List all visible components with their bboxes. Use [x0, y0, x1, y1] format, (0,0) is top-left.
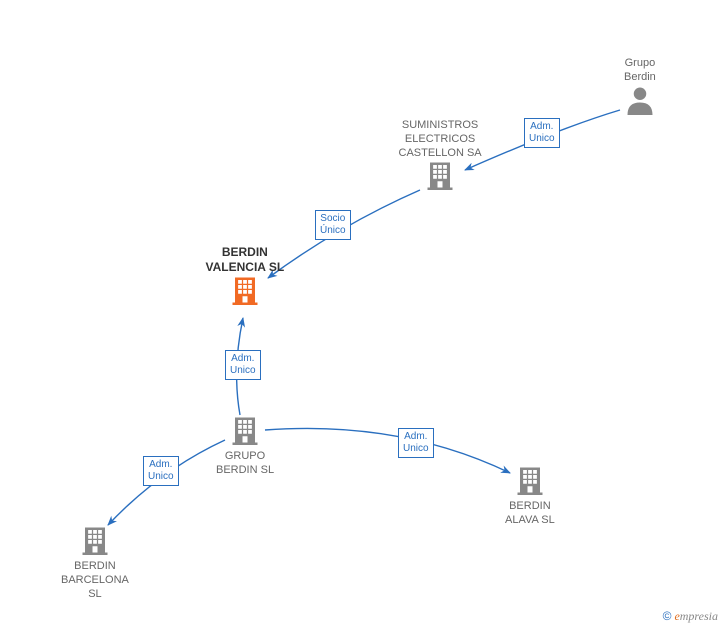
node-berdin_valencia: BERDINVALENCIA SL [206, 245, 285, 310]
node-icon-wrap [505, 465, 555, 500]
node-icon-wrap [399, 160, 482, 195]
node-label: GrupoBerdin [624, 57, 656, 85]
edge-label: Adm.Unico [225, 350, 261, 380]
node-berdin_barcelona: BERDINBARCELONASL [61, 525, 129, 601]
node-icon-wrap [61, 525, 129, 560]
copyright-symbol: © [663, 609, 672, 623]
node-label: BERDINBARCELONASL [61, 560, 129, 601]
node-grupo_berdin_person: GrupoBerdin [624, 57, 656, 120]
edge-label: Adm.Unico [143, 456, 179, 486]
node-icon-wrap [206, 275, 285, 310]
node-label: BERDINVALENCIA SL [206, 245, 285, 275]
node-label: BERDINALAVA SL [505, 500, 555, 528]
node-icon-wrap [624, 85, 656, 120]
building-icon [515, 465, 545, 495]
watermark-rest: mpresia [680, 609, 718, 623]
node-suministros: SUMINISTROSELECTRICOSCASTELLON SA [399, 119, 482, 195]
watermark: © empresia [663, 609, 718, 624]
node-label: GRUPOBERDIN SL [216, 450, 274, 478]
edge-label: Adm.Unico [398, 428, 434, 458]
edge-grupo_berdin_sl-berdin_alava [265, 428, 510, 473]
building-icon [80, 525, 110, 555]
node-grupo_berdin_sl: GRUPOBERDIN SL [216, 415, 274, 478]
node-icon-wrap [216, 415, 274, 450]
edge-label: SocioÚnico [315, 210, 351, 240]
node-berdin_alava: BERDINALAVA SL [505, 465, 555, 528]
person-icon [625, 85, 655, 115]
building-icon [230, 415, 260, 445]
building-icon [425, 160, 455, 190]
edge-label: Adm.Unico [524, 118, 560, 148]
building-icon [230, 275, 260, 305]
node-label: SUMINISTROSELECTRICOSCASTELLON SA [399, 119, 482, 160]
